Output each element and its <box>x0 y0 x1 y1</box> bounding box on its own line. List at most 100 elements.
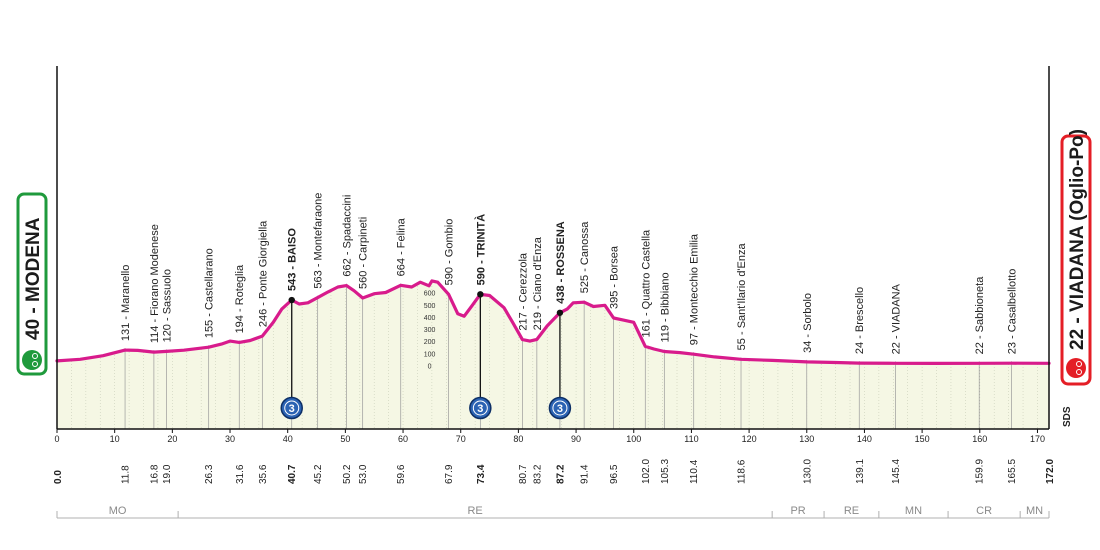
x-tick-label: 170 <box>1030 434 1045 444</box>
region-strip-layer: MO RE PR RE MN CR MN <box>56 505 1050 519</box>
region-label: CR <box>976 505 992 517</box>
finish-badge-box <box>1060 134 1092 386</box>
place-label: 664 - Felina <box>396 217 408 276</box>
finish-distance-label: 172.0 <box>1045 459 1056 484</box>
sds-label: SDS <box>1062 406 1073 427</box>
finish-badge-layer: 22 - VIADANA (Oglio-Po) <box>1060 129 1092 386</box>
elevation-scale-label: 300 <box>424 327 436 334</box>
profile-line-layer: 3 3 3 600 500 400 300 200 100 0 <box>55 279 1051 420</box>
place-label: 395 - Borsea <box>609 245 621 309</box>
distance-label: 19.0 <box>162 464 173 484</box>
climb-badge-ring <box>472 400 488 416</box>
place-label: 525 - Canossa <box>579 221 591 293</box>
climb-category-label: 3 <box>289 403 295 415</box>
x-tick-label: 10 <box>110 434 120 444</box>
distance-label: 96.5 <box>609 464 620 484</box>
finish-bike-icon <box>1066 358 1086 378</box>
distance-label: 73.4 <box>476 464 487 484</box>
start-badge-box <box>16 192 48 376</box>
distance-label: 139.1 <box>855 459 866 484</box>
place-label: 34 - Sorbolo <box>802 293 814 353</box>
distance-label: 40.7 <box>287 464 298 484</box>
distance-label: 45.2 <box>313 464 324 484</box>
elevation-scale-label: 100 <box>424 351 436 358</box>
finish-city-label: 22 - VIADANA (Oglio-Po) <box>1067 129 1088 350</box>
place-label: 97 - Montecchio Emilia <box>689 233 701 345</box>
place-label: 194 - Roteglia <box>234 264 246 333</box>
place-label: 563 - Montefaraone <box>313 193 325 289</box>
start-badge-layer: 40 - MODENA <box>16 192 48 376</box>
finish-badge: 22 - VIADANA (Oglio-Po) <box>1060 129 1092 386</box>
distance-label: 130.0 <box>802 459 813 484</box>
place-label: 662 - Spadaccini <box>342 195 354 277</box>
place-label: 219 - Ciano d'Enza <box>532 236 544 330</box>
distance-label: 91.4 <box>580 464 591 484</box>
elevation-scale-label: 500 <box>424 303 436 310</box>
start-bike-icon <box>22 350 42 370</box>
climb-category-label: 3 <box>477 403 483 415</box>
x-tick-label: 30 <box>225 434 235 444</box>
region-label: MO <box>109 505 127 517</box>
distance-label: 26.3 <box>204 464 215 484</box>
place-label: 22 - VIADANA <box>891 283 903 354</box>
place-label: 246 - Ponte Giorgiella <box>257 220 269 327</box>
profile-area <box>57 280 1049 429</box>
x-tick-label: 60 <box>398 434 408 444</box>
start-badge: 40 - MODENA <box>16 192 48 376</box>
elevation-scale-label: 0 <box>428 364 432 371</box>
profile-line <box>55 279 1051 365</box>
place-label: 120 - Sassuolo <box>162 269 174 342</box>
x-tick-label: 130 <box>799 434 814 444</box>
distance-label: 59.6 <box>396 464 407 484</box>
start-distance-label: 0.0 <box>53 470 64 484</box>
distance-label: 67.9 <box>444 464 455 484</box>
x-tick-label: 40 <box>283 434 293 444</box>
distance-label: 102.0 <box>641 459 652 484</box>
distance-label: 35.6 <box>258 464 269 484</box>
x-tick-label: 110 <box>684 434 698 444</box>
distance-label: 53.0 <box>358 464 369 484</box>
region-label: RE <box>467 505 482 517</box>
x-tick-label: 160 <box>972 434 987 444</box>
elevation-scale-label: 200 <box>424 339 436 346</box>
place-label: 217 - Cerezzola <box>517 252 529 331</box>
place-label: 543 - BAISO <box>287 228 299 291</box>
x-tick-label: 20 <box>167 434 177 444</box>
place-label: 55 - Sant'Ilario d'Enza <box>736 243 748 351</box>
place-lines-layer <box>124 283 1012 429</box>
place-label: 161 - Quattro Castella <box>640 229 652 337</box>
climb-badge-ring <box>552 400 568 416</box>
x-tick-label: 50 <box>340 434 350 444</box>
place-label: 131 - Maranello <box>120 265 132 341</box>
place-labels-layer: 131 - Maranello 114 - Fiorano Modenese 120… <box>120 193 1018 355</box>
start-city-label: 40 - MODENA <box>23 217 44 340</box>
x-tick-label: 100 <box>626 434 641 444</box>
place-label: 24 - Brescello <box>854 287 866 354</box>
distance-label: 165.5 <box>1007 459 1018 484</box>
distance-label: 11.8 <box>121 465 132 484</box>
finish-bike-wheel-icon <box>1076 369 1082 375</box>
finish-bike-wheel-icon <box>1076 361 1082 367</box>
place-label: 23 - Casalbellotto <box>1007 269 1019 355</box>
distance-label: 31.6 <box>235 464 246 484</box>
place-label: 438 - ROSSENA <box>555 221 567 304</box>
distance-label: 50.2 <box>342 464 353 484</box>
distance-axis-layer: 0 10 20 30 40 50 60 70 80 90 100 110 120 130 140 150 160… <box>53 66 1073 484</box>
x-tick-label: 140 <box>857 434 872 444</box>
elevation-scale-label: 400 <box>424 315 436 322</box>
place-label: 590 - Gombio <box>444 219 456 286</box>
x-tick-label: 120 <box>742 434 757 444</box>
x-tick-label: 0 <box>54 434 59 444</box>
region-label: PR <box>790 505 805 517</box>
place-label: 560 - Carpineti <box>358 217 370 289</box>
place-label: 155 - Castellarano <box>204 248 216 338</box>
distance-label: 110.4 <box>689 459 700 484</box>
place-label: 22 - Sabbioneta <box>974 276 986 355</box>
distance-label: 16.8 <box>149 464 160 484</box>
climb-category-label: 3 <box>557 403 563 415</box>
distance-label: 80.7 <box>518 464 529 484</box>
distance-label: 159.9 <box>975 459 986 484</box>
climb-summit-dot <box>477 291 484 298</box>
place-label: 119 - Bibbiano <box>659 272 671 342</box>
